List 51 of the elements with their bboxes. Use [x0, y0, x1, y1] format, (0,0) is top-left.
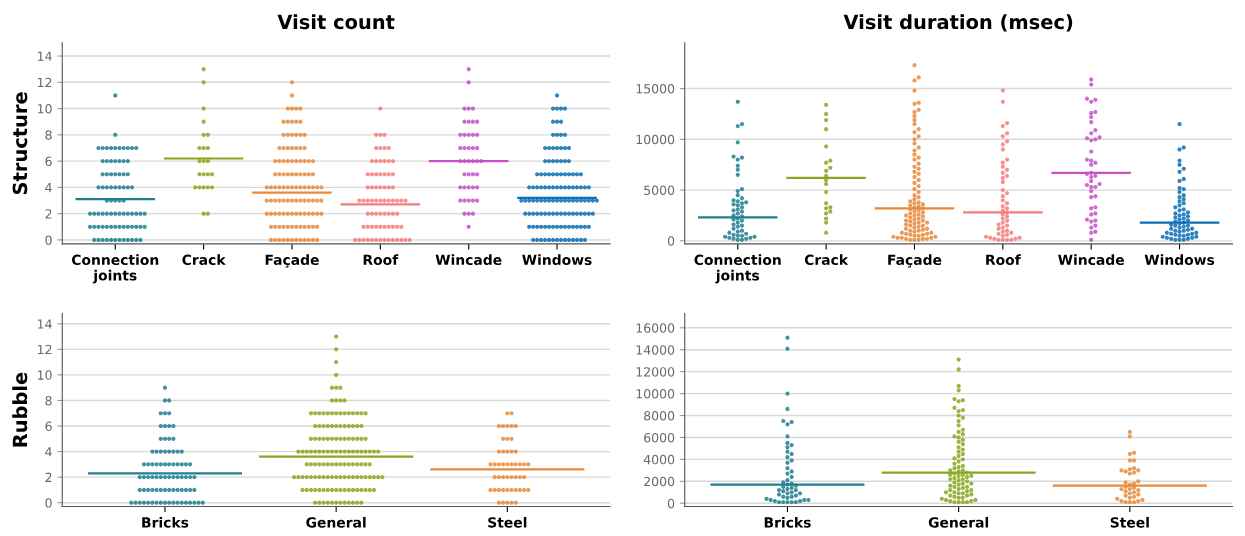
x-tick-label: Connection joints: [71, 254, 159, 284]
y-tick-label: 6: [45, 156, 52, 167]
x-tick-label: Wincade: [1058, 254, 1124, 266]
x-tick-label: General: [928, 516, 989, 528]
x-tick-label: General: [306, 516, 366, 528]
chart-title: Visit count: [277, 14, 395, 30]
x-tick-label: Wincade: [435, 254, 502, 266]
y-tick-label: 2: [45, 472, 52, 482]
x-tick-label: Windows: [1144, 254, 1215, 266]
y-axis-title: Structure: [12, 92, 28, 195]
x-tick-label: Windows: [522, 254, 592, 266]
y-tick-label: 12: [37, 344, 52, 355]
y-tick-label: 10000: [636, 134, 675, 145]
y-tick-label: 15000: [636, 84, 675, 94]
x-tick-label: Roof: [986, 254, 1021, 266]
y-tick-label: 5000: [644, 185, 675, 195]
y-tick-label: 16000: [636, 323, 675, 333]
y-tick-label: 4: [45, 447, 52, 457]
x-tick-label: Crack: [804, 254, 849, 266]
x-tick-label: Roof: [363, 254, 399, 266]
y-tick-label: 8: [45, 130, 52, 140]
y-tick-label: 14: [37, 319, 52, 329]
y-tick-label: 2000: [644, 476, 675, 487]
y-tick-label: 0: [667, 498, 675, 509]
chart-title: Visit duration (msec): [843, 14, 1073, 32]
y-tick-label: 14000: [636, 345, 675, 355]
y-tick-label: 12000: [636, 367, 675, 377]
y-tick-label: 2: [45, 209, 52, 219]
x-tick-label: Bricks: [764, 516, 811, 528]
y-tick-label: 10000: [636, 389, 675, 399]
x-tick-label: Connection joints: [694, 254, 781, 284]
y-tick-label: 14: [37, 51, 52, 61]
x-tick-label: Façade: [265, 254, 319, 268]
x-tick-label: Crack: [182, 254, 226, 266]
y-tick-label: 4000: [643, 454, 675, 465]
y-tick-label: 6000: [644, 432, 675, 443]
y-tick-label: 10: [37, 104, 52, 114]
y-tick-label: 0: [45, 235, 52, 245]
x-tick-label: Steel: [1110, 516, 1149, 528]
x-tick-label: Façade: [888, 254, 942, 268]
x-tick-label: Bricks: [142, 516, 189, 528]
x-tick-label: Steel: [488, 516, 527, 528]
y-tick-label: 12: [37, 77, 52, 88]
y-tick-label: 4: [45, 183, 52, 193]
y-tick-label: 0: [667, 236, 675, 246]
y-tick-label: 10: [37, 370, 52, 380]
y-tick-label: 6: [45, 421, 52, 431]
y-tick-label: 8: [45, 395, 52, 406]
y-tick-label: 8000: [644, 410, 675, 421]
y-tick-label: 0: [45, 498, 52, 508]
y-axis-title: Rubble: [12, 372, 28, 447]
